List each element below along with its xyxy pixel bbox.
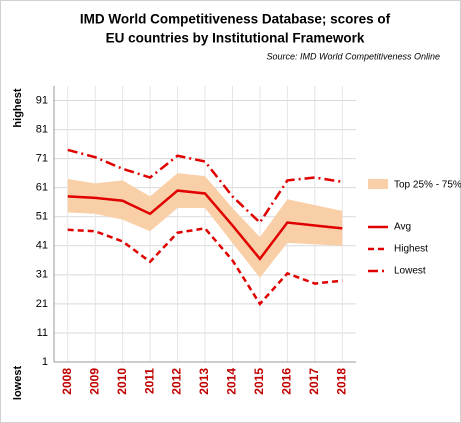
y-tick-label: 11 xyxy=(37,327,48,339)
y-tick-label: 61 xyxy=(36,182,48,194)
y-tick-label: 21 xyxy=(36,298,48,310)
chart-title: EU countries by Institutional Framework xyxy=(106,31,365,46)
y-tick-label: 91 xyxy=(36,94,48,106)
quartile-band xyxy=(67,173,343,278)
x-tick-label: 2016 xyxy=(280,368,294,395)
legend-label: Lowest xyxy=(394,266,426,277)
x-tick-label: 2012 xyxy=(170,368,184,395)
y-tick-label: 31 xyxy=(36,269,48,281)
x-tick-label: 2013 xyxy=(197,368,211,395)
legend-label: Avg xyxy=(394,222,411,233)
x-tick-label: 2014 xyxy=(225,368,239,395)
y-axis-top-label: highest xyxy=(12,88,24,127)
x-tick-label: 2015 xyxy=(252,368,266,395)
source-note: Source: IMD World Competitiveness Online xyxy=(266,51,440,61)
chart-title: IMD World Competitiveness Database; scor… xyxy=(80,12,391,27)
legend-label: Highest xyxy=(394,244,428,255)
y-tick-label: 71 xyxy=(36,153,48,165)
y-tick-label: 41 xyxy=(36,240,48,252)
x-tick-label: 2010 xyxy=(115,368,129,395)
series-line xyxy=(67,227,343,306)
x-tick-label: 2017 xyxy=(307,368,321,395)
x-tick-label: 2008 xyxy=(60,368,74,395)
y-tick-label: 1 xyxy=(42,356,48,368)
series-line xyxy=(67,189,343,261)
y-tick-label: 81 xyxy=(36,123,48,135)
legend-swatch xyxy=(368,179,388,189)
x-tick-label: 2018 xyxy=(334,368,348,395)
legend-label: Top 25% - 75% xyxy=(394,180,461,191)
y-tick-label: 51 xyxy=(36,211,48,223)
series-line xyxy=(67,148,343,225)
x-tick-label: 2011 xyxy=(142,368,156,394)
x-tick-label: 2009 xyxy=(87,368,101,395)
y-axis-bottom-label: lowest xyxy=(12,366,24,401)
